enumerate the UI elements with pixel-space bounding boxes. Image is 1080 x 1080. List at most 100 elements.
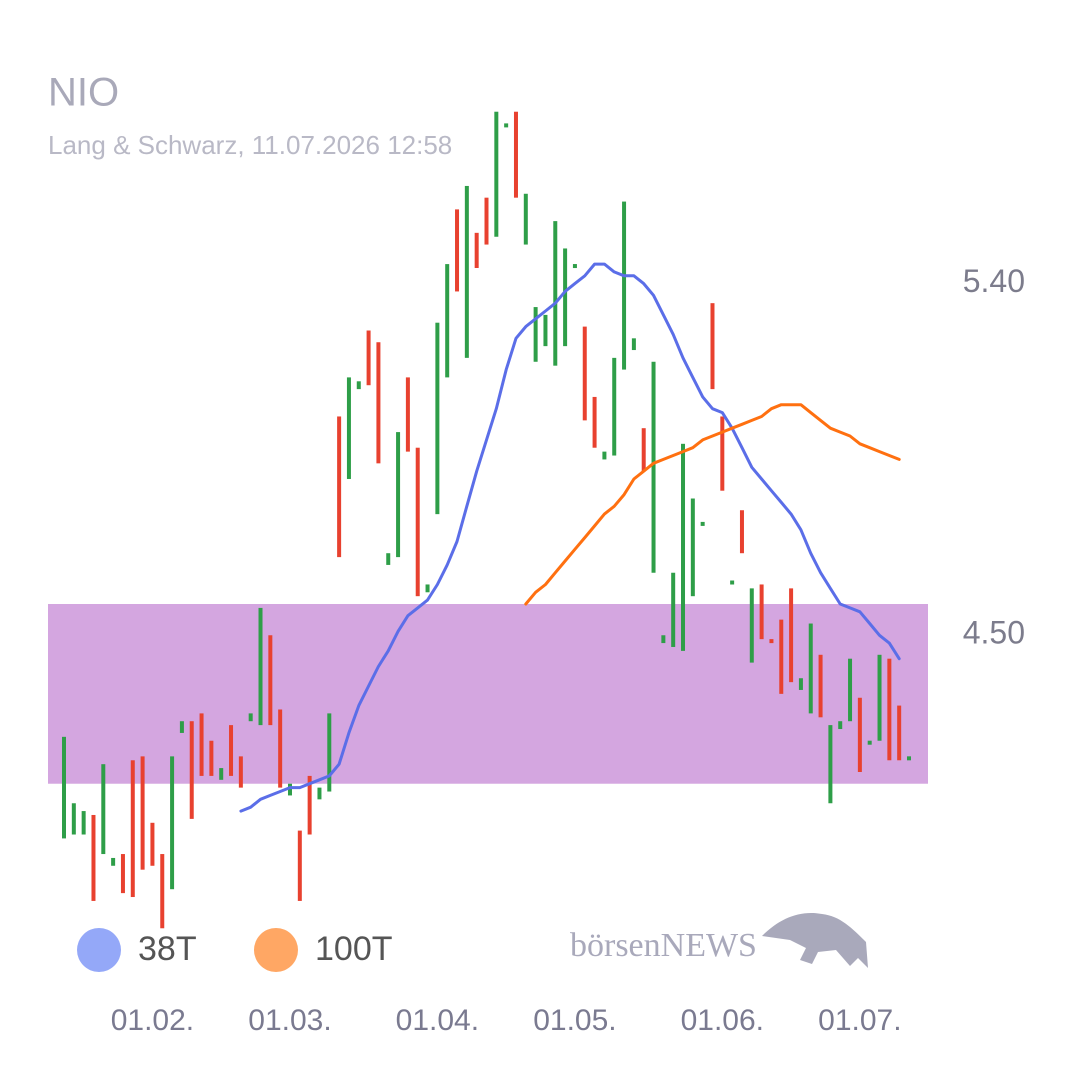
candle <box>346 377 351 479</box>
candle <box>435 322 440 515</box>
candle <box>327 713 332 792</box>
candle <box>366 330 371 386</box>
candle <box>160 854 165 929</box>
candle <box>248 713 253 722</box>
candle <box>405 377 410 452</box>
support-zone <box>48 604 928 784</box>
candle <box>789 588 794 683</box>
watermark-bull <box>762 912 868 968</box>
candle <box>199 713 204 776</box>
candle <box>533 307 538 362</box>
candle <box>268 635 273 726</box>
chart-subtitle: Lang & Schwarz, 11.07.2026 12:58 <box>48 130 452 160</box>
lines <box>239 262 901 813</box>
candle <box>710 303 715 390</box>
candle <box>317 787 322 800</box>
candle <box>278 709 283 788</box>
candle <box>120 854 125 894</box>
x-tick-label: 01.03. <box>248 1004 331 1037</box>
moving-average-line <box>239 262 901 813</box>
x-tick-label: 01.07. <box>818 1004 901 1037</box>
candle <box>759 584 764 640</box>
x-tick-label: 01.02. <box>111 1004 194 1037</box>
candle <box>563 248 568 347</box>
candle <box>170 756 175 890</box>
candle <box>828 725 833 804</box>
candle <box>887 658 892 761</box>
candle <box>690 498 695 597</box>
candle <box>396 432 401 558</box>
bars <box>62 111 911 929</box>
chart-title: NIO <box>48 71 119 115</box>
candle <box>857 697 862 772</box>
candle <box>455 209 460 292</box>
candle <box>140 756 145 870</box>
candle <box>739 510 744 554</box>
candle <box>720 416 725 491</box>
candle <box>287 783 292 796</box>
candle <box>111 857 116 866</box>
candle <box>592 396 597 448</box>
candle <box>101 764 106 855</box>
candle <box>504 123 509 128</box>
candle <box>415 447 420 597</box>
legend-label: 100T <box>315 930 393 968</box>
candle <box>818 654 823 718</box>
y-tick-label: 4.50 <box>963 615 1025 651</box>
candle <box>258 607 263 726</box>
candle <box>219 768 224 780</box>
candle <box>91 814 96 901</box>
candle <box>749 588 754 663</box>
x-tick-label: 01.04. <box>396 1004 479 1037</box>
candle <box>130 760 135 898</box>
candle <box>582 326 587 421</box>
candle <box>337 416 342 558</box>
candle <box>602 451 607 460</box>
moving-average-line <box>524 403 901 606</box>
x-tick-label: 01.06. <box>681 1004 764 1037</box>
candle <box>631 338 636 351</box>
candle <box>297 830 302 901</box>
candle <box>622 201 627 370</box>
candle <box>513 111 518 198</box>
watermark: börsenNEWS <box>570 927 757 964</box>
candle <box>474 232 479 268</box>
candle <box>897 705 902 761</box>
candle <box>445 264 450 378</box>
candle <box>907 756 911 761</box>
candle <box>661 635 666 644</box>
candle <box>229 725 234 776</box>
candle <box>386 553 391 565</box>
legend: 38T 100T <box>77 928 393 972</box>
legend-marker <box>77 928 121 972</box>
legend-label: 38T <box>138 930 197 968</box>
candle <box>730 580 735 585</box>
candle <box>189 721 194 819</box>
candle <box>425 584 430 593</box>
candle <box>356 381 361 390</box>
candle <box>523 193 528 245</box>
candle <box>572 264 577 269</box>
candle <box>553 221 558 366</box>
candle <box>209 740 214 776</box>
candle <box>62 736 66 839</box>
candle <box>641 428 646 472</box>
candle <box>484 197 489 245</box>
candle <box>867 740 872 745</box>
candle <box>464 185 469 358</box>
candle <box>307 775 312 835</box>
candle <box>238 756 243 788</box>
candle <box>376 342 381 464</box>
candle <box>71 803 76 835</box>
candle <box>81 811 86 835</box>
candle <box>798 678 803 690</box>
candle <box>700 521 705 526</box>
y-tick-label: 5.40 <box>963 263 1025 299</box>
candle <box>671 572 676 647</box>
x-tick-label: 01.05. <box>533 1004 616 1037</box>
legend-marker <box>254 928 298 972</box>
candle <box>543 314 548 347</box>
candle <box>179 721 184 733</box>
